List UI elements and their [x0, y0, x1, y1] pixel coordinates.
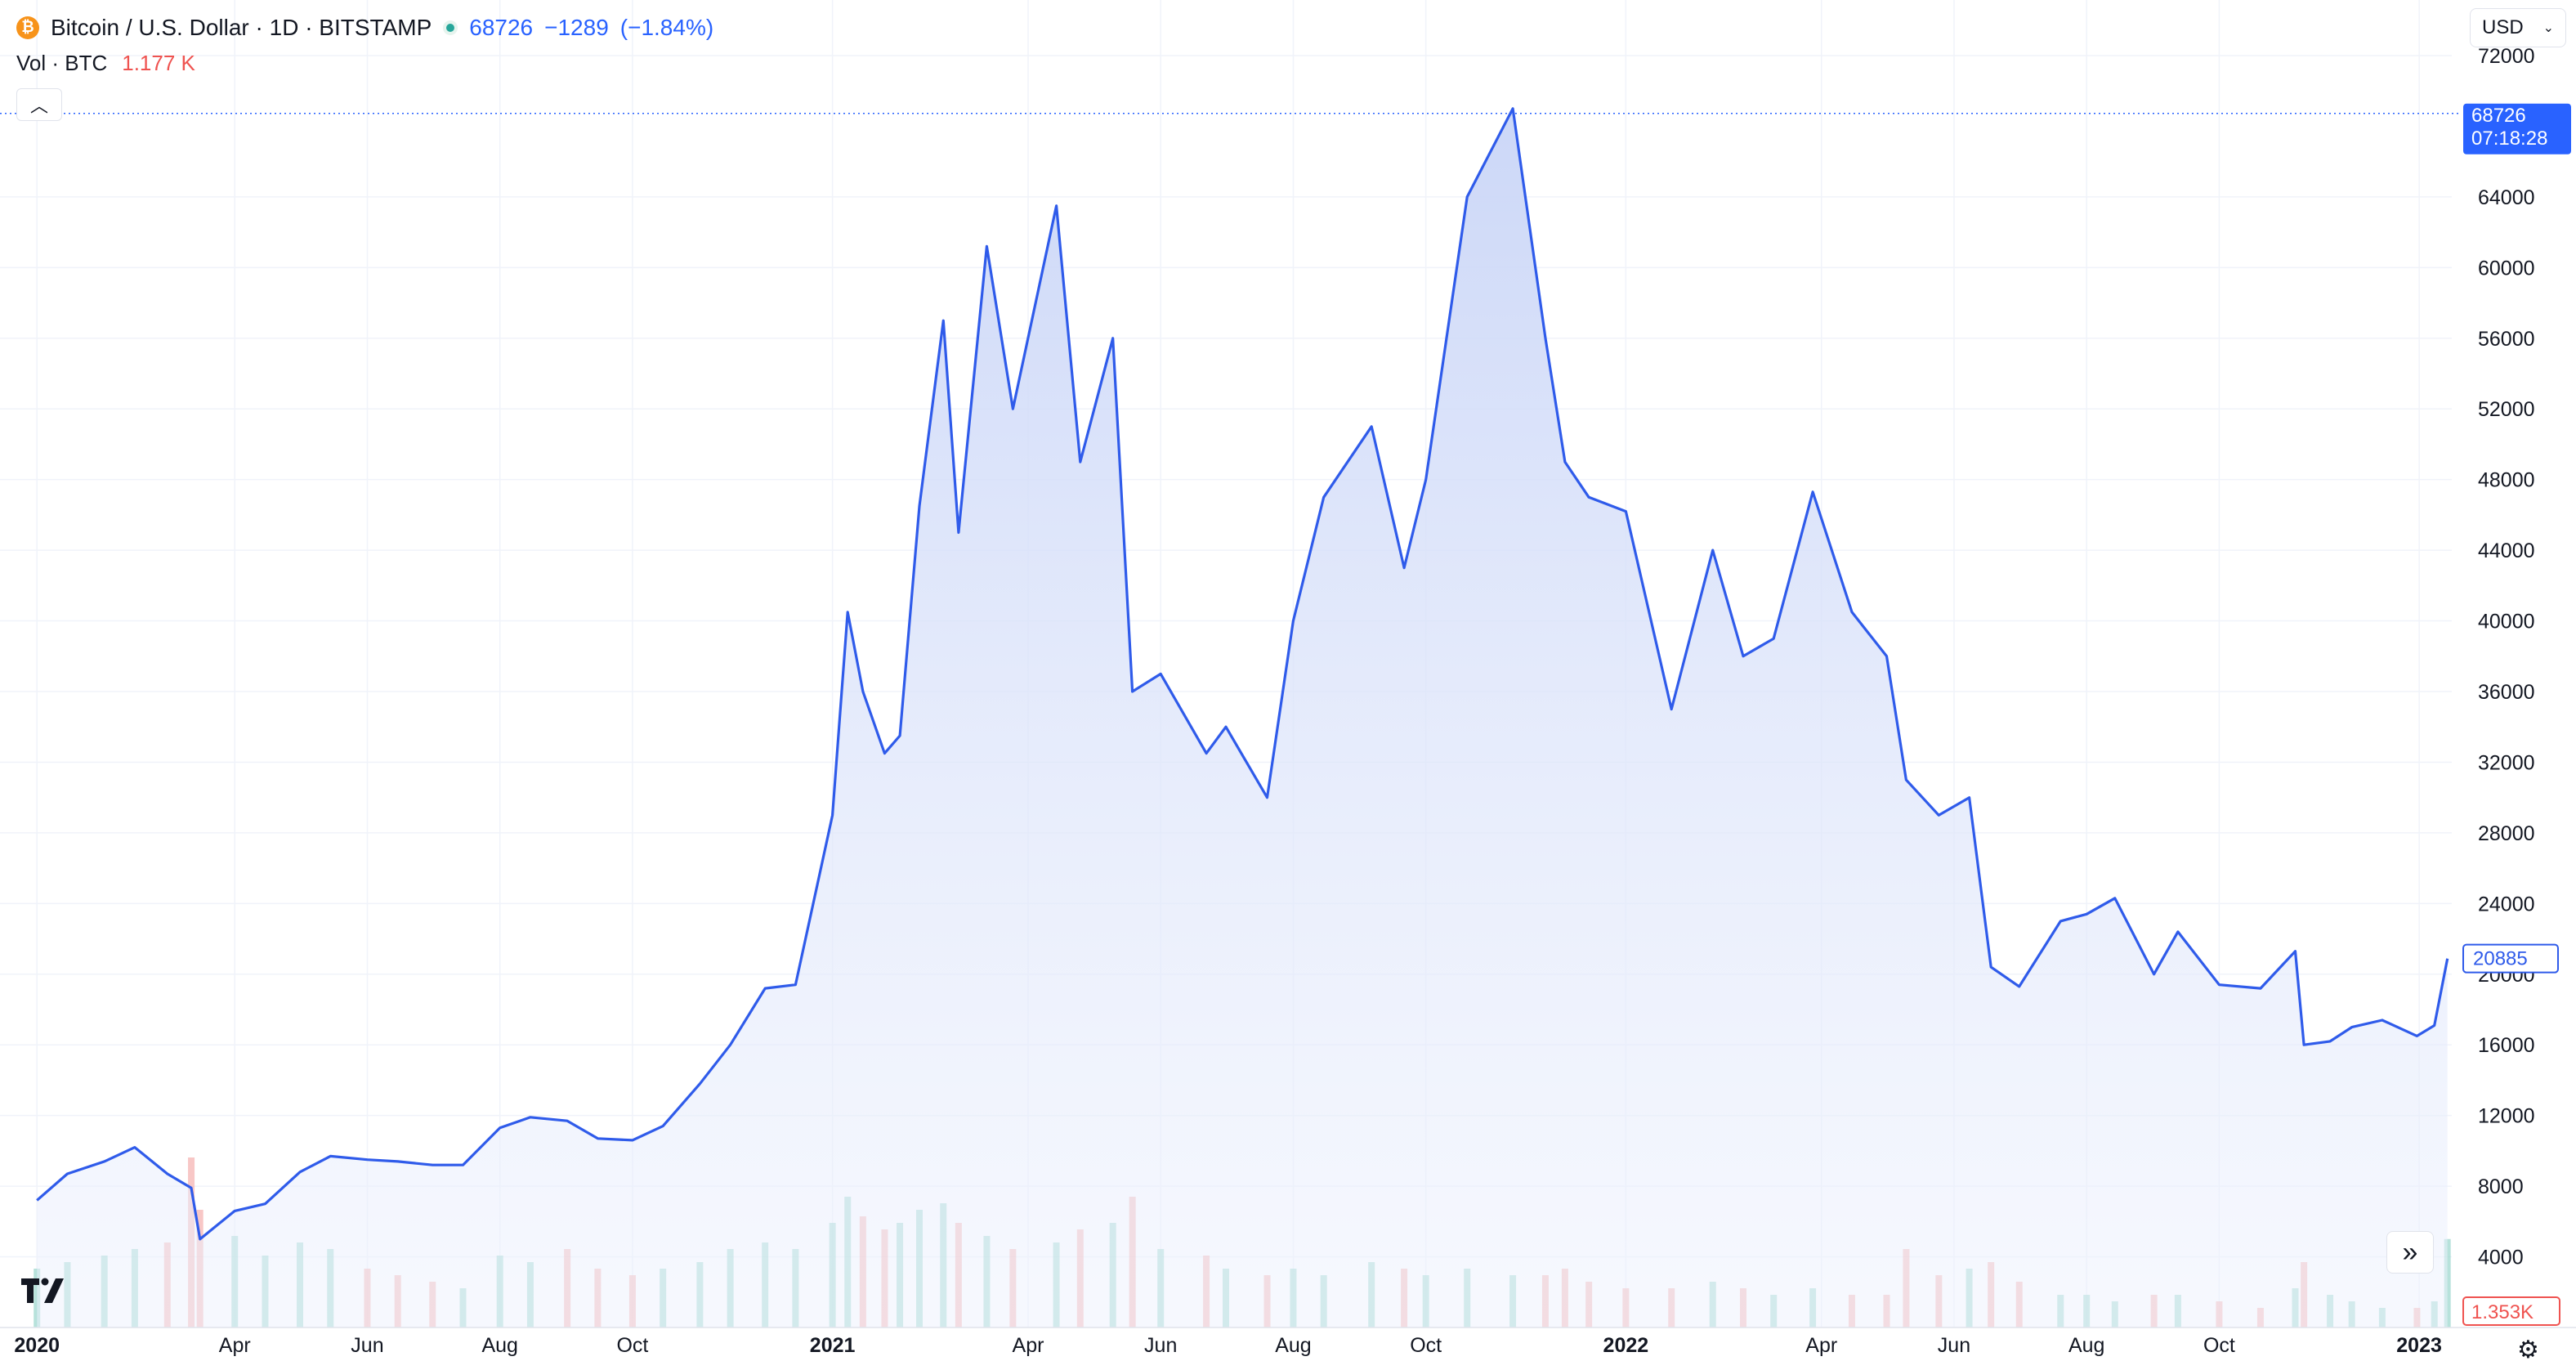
y-tick-label: 4000: [2478, 1247, 2524, 1269]
x-tick-label: Aug: [481, 1334, 517, 1357]
y-tick-label: 24000: [2478, 893, 2535, 916]
x-tick-label: Aug: [1275, 1334, 1311, 1357]
y-tick-label: 60000: [2478, 257, 2535, 280]
y-tick-label: 8000: [2478, 1175, 2524, 1198]
x-tick-label: Apr: [219, 1334, 251, 1357]
currency-value: USD: [2482, 16, 2524, 38]
x-tick-label: Oct: [2203, 1334, 2235, 1357]
x-tick-label: 2022: [1603, 1334, 1649, 1357]
x-tick-label: Jun: [1938, 1334, 1970, 1357]
x-tick-label: Aug: [2068, 1334, 2104, 1357]
x-tick-label: 2021: [810, 1334, 856, 1357]
market-status-icon[interactable]: [443, 20, 458, 35]
y-tick-label: 40000: [2478, 611, 2535, 634]
y-tick-label: 56000: [2478, 328, 2535, 351]
symbol-title[interactable]: Bitcoin / U.S. Dollar · 1D · BITSTAMP: [51, 15, 432, 40]
x-tick-label: 2023: [2396, 1334, 2442, 1357]
y-tick-label: 12000: [2478, 1105, 2535, 1128]
x-tick-label: Apr: [1013, 1334, 1044, 1357]
x-tick-label: Oct: [1410, 1334, 1442, 1357]
x-axis[interactable]: 2020 Apr Jun Aug Oct 2021 Apr Jun Aug Oct 2022 Apr J…: [0, 1327, 2576, 1357]
collapse-legend-button[interactable]: ︿: [16, 88, 62, 121]
price-change-percent: (−1.84%): [619, 15, 714, 40]
y-tick-label: 48000: [2478, 469, 2535, 492]
y-tick-label: 36000: [2478, 681, 2535, 704]
current-price-tag: 68726 07:18:28: [2463, 103, 2571, 154]
volume-legend-value: 1.177 K: [122, 51, 195, 75]
volume-tag-value: 1.353K: [2471, 1301, 2534, 1323]
volume-legend-label: Vol · BTC: [16, 51, 108, 75]
price-area: [37, 108, 2448, 1327]
x-tick-label: Jun: [1144, 1334, 1177, 1357]
current-price-time: 07:18:28: [2471, 128, 2547, 150]
y-tick-label: 32000: [2478, 751, 2535, 774]
last-close-value: 20885: [2473, 948, 2528, 970]
x-tick-label: Jun: [351, 1334, 383, 1357]
y-tick-label: 52000: [2478, 398, 2535, 421]
y-tick-label: 72000: [2478, 45, 2535, 68]
chevron-down-icon: ⌄: [2542, 21, 2554, 35]
double-chevron-right-icon: »: [2402, 1236, 2418, 1268]
last-price: 68726: [469, 15, 534, 40]
tradingview-logo-icon[interactable]: [20, 1275, 72, 1313]
currency-select[interactable]: USD ⌄: [2470, 8, 2566, 47]
price-change: −1289: [544, 15, 609, 40]
scroll-to-realtime-button[interactable]: »: [2386, 1231, 2434, 1274]
y-tick-label: 28000: [2478, 822, 2535, 845]
volume-tag: 1.353K: [2462, 1296, 2560, 1326]
y-tick-label: 64000: [2478, 186, 2535, 209]
y-tick-label: 44000: [2478, 539, 2535, 562]
x-tick-label: 2020: [14, 1334, 60, 1357]
y-axis[interactable]: 72000 64000 60000 56000 52000 48000 44000 40000…: [2478, 45, 2535, 1269]
symbol-header: ₿ Bitcoin / U.S. Dollar · 1D · BITSTAMP …: [16, 11, 713, 44]
chevron-up-icon: ︿: [29, 96, 48, 116]
gear-icon[interactable]: ⚙: [2517, 1336, 2539, 1363]
current-price-value: 68726: [2471, 105, 2526, 127]
volume-legend[interactable]: Vol · BTC 1.177 K: [16, 51, 195, 76]
price-line: [36, 107, 2449, 1241]
x-tick-label: Oct: [616, 1334, 648, 1357]
x-tick-label: Apr: [1805, 1334, 1837, 1357]
y-tick-label: 16000: [2478, 1034, 2535, 1057]
last-close-tag: 20885: [2462, 943, 2559, 974]
bitcoin-icon: ₿: [16, 16, 39, 39]
